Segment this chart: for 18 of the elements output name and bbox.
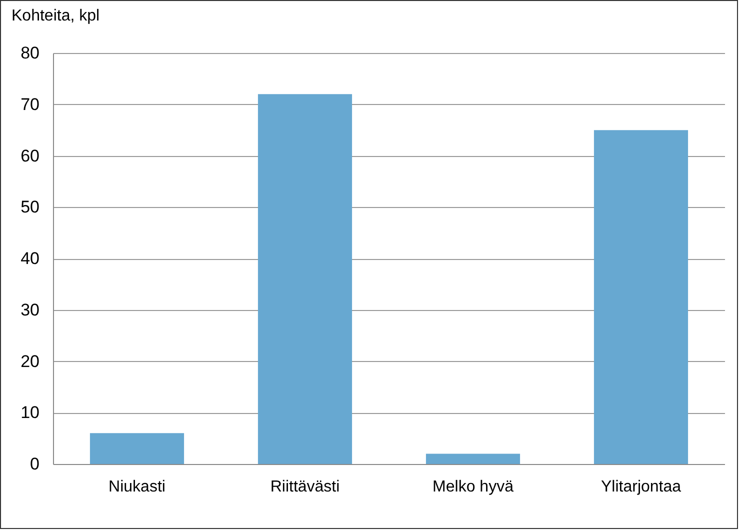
- y-tick-label: 60: [20, 146, 40, 166]
- x-tick-label: Melko hyvä: [432, 478, 514, 496]
- y-tick-label: 50: [20, 198, 40, 217]
- y-tick-label: 0: [30, 454, 40, 474]
- x-tick-label: Ylitarjontaa: [600, 478, 682, 496]
- bar: [426, 454, 520, 464]
- y-tick-label: 10: [20, 403, 40, 422]
- x-tick-label: Riittävästi: [270, 478, 340, 496]
- y-tick-label: 30: [20, 300, 40, 320]
- bar: [258, 94, 352, 464]
- y-tick-label: 20: [20, 352, 40, 371]
- bar: [90, 433, 184, 464]
- bar: [594, 130, 688, 464]
- x-tick-label: Niukasti: [108, 478, 166, 496]
- y-tick-label: 40: [20, 249, 40, 268]
- y-tick-label: 70: [20, 94, 40, 114]
- y-axis-title: Kohteita, kpl: [12, 8, 100, 24]
- y-tick-label: 80: [20, 44, 40, 62]
